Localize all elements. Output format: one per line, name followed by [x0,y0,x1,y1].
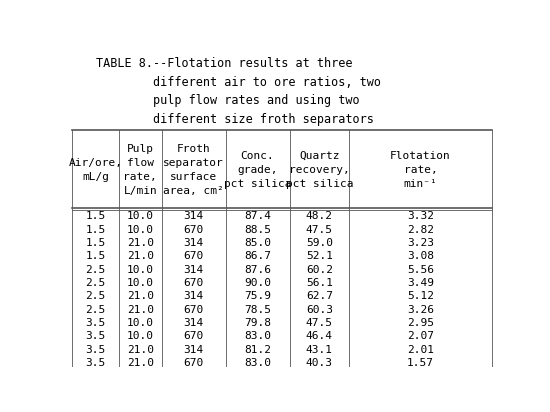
Text: 83.0: 83.0 [244,331,271,341]
Text: 10.0: 10.0 [127,211,154,221]
Text: different size froth separators: different size froth separators [96,112,375,126]
Text: Conc.: Conc. [241,151,274,161]
Text: 87.6: 87.6 [244,265,271,275]
Text: Air/ore,: Air/ore, [69,158,123,168]
Text: Flotation: Flotation [390,151,451,161]
Text: 75.9: 75.9 [244,291,271,301]
Text: 670: 670 [184,304,204,315]
Text: 2.95: 2.95 [407,318,434,328]
Text: 47.5: 47.5 [306,318,333,328]
Text: 1.5: 1.5 [85,225,106,234]
Text: 40.3: 40.3 [306,358,333,368]
Text: 5.56: 5.56 [407,265,434,275]
Text: 2.07: 2.07 [407,331,434,341]
Text: 47.5: 47.5 [306,225,333,234]
Text: L/min: L/min [124,186,157,196]
Text: 60.2: 60.2 [306,265,333,275]
Text: 21.0: 21.0 [127,291,154,301]
Text: 3.32: 3.32 [407,211,434,221]
Text: 3.5: 3.5 [85,344,106,355]
Text: 314: 314 [184,238,204,248]
Text: 2.5: 2.5 [85,265,106,275]
Text: 314: 314 [184,291,204,301]
Text: 5.12: 5.12 [407,291,434,301]
Text: 87.4: 87.4 [244,211,271,221]
Text: 1.5: 1.5 [85,238,106,248]
Text: 81.2: 81.2 [244,344,271,355]
Text: Quartz: Quartz [299,151,340,161]
Text: 3.49: 3.49 [407,278,434,288]
Text: 3.5: 3.5 [85,358,106,368]
Text: 46.4: 46.4 [306,331,333,341]
Text: 21.0: 21.0 [127,304,154,315]
Text: recovery,: recovery, [289,165,350,175]
Text: 10.0: 10.0 [127,225,154,234]
Text: 90.0: 90.0 [244,278,271,288]
Text: 3.5: 3.5 [85,318,106,328]
Text: pulp flow rates and using two: pulp flow rates and using two [96,94,360,107]
Text: 3.26: 3.26 [407,304,434,315]
Text: 78.5: 78.5 [244,304,271,315]
Text: pct silica: pct silica [224,179,292,189]
Text: 83.0: 83.0 [244,358,271,368]
Text: 2.5: 2.5 [85,291,106,301]
Text: 10.0: 10.0 [127,318,154,328]
Text: 43.1: 43.1 [306,344,333,355]
Text: flow: flow [127,158,154,168]
Text: rate,: rate, [404,165,437,175]
Text: 3.5: 3.5 [85,331,106,341]
Text: pct silica: pct silica [285,179,353,189]
Text: 10.0: 10.0 [127,278,154,288]
Text: different air to ore ratios, two: different air to ore ratios, two [96,76,382,89]
Text: 21.0: 21.0 [127,344,154,355]
Text: Pulp: Pulp [127,144,154,154]
Text: 2.5: 2.5 [85,278,106,288]
Text: 1.5: 1.5 [85,211,106,221]
Text: 59.0: 59.0 [306,238,333,248]
Text: 314: 314 [184,344,204,355]
Text: 10.0: 10.0 [127,331,154,341]
Text: Froth: Froth [177,144,211,154]
Text: min⁻¹: min⁻¹ [404,179,437,189]
Text: 62.7: 62.7 [306,291,333,301]
Text: 79.8: 79.8 [244,318,271,328]
Text: mL/g: mL/g [82,172,109,182]
Text: 670: 670 [184,251,204,261]
Text: 21.0: 21.0 [127,251,154,261]
Text: 2.5: 2.5 [85,304,106,315]
Text: 48.2: 48.2 [306,211,333,221]
Text: 85.0: 85.0 [244,238,271,248]
Text: 670: 670 [184,278,204,288]
Text: rate,: rate, [124,172,157,182]
Text: 10.0: 10.0 [127,265,154,275]
Text: 1.57: 1.57 [407,358,434,368]
Text: 86.7: 86.7 [244,251,271,261]
Text: 21.0: 21.0 [127,238,154,248]
Text: 2.01: 2.01 [407,344,434,355]
Text: 1.5: 1.5 [85,251,106,261]
Text: 3.23: 3.23 [407,238,434,248]
Text: 314: 314 [184,318,204,328]
Text: 670: 670 [184,358,204,368]
Text: 670: 670 [184,331,204,341]
Text: area, cm²: area, cm² [163,186,224,196]
Text: 56.1: 56.1 [306,278,333,288]
Text: 314: 314 [184,211,204,221]
Text: grade,: grade, [238,165,278,175]
Text: 60.3: 60.3 [306,304,333,315]
Text: 88.5: 88.5 [244,225,271,234]
Text: 3.08: 3.08 [407,251,434,261]
Text: separator: separator [163,158,224,168]
Text: 52.1: 52.1 [306,251,333,261]
Text: surface: surface [170,172,217,182]
Text: 21.0: 21.0 [127,358,154,368]
Text: 314: 314 [184,265,204,275]
Text: 2.82: 2.82 [407,225,434,234]
Text: TABLE 8.--Flotation results at three: TABLE 8.--Flotation results at three [96,57,353,70]
Text: 670: 670 [184,225,204,234]
